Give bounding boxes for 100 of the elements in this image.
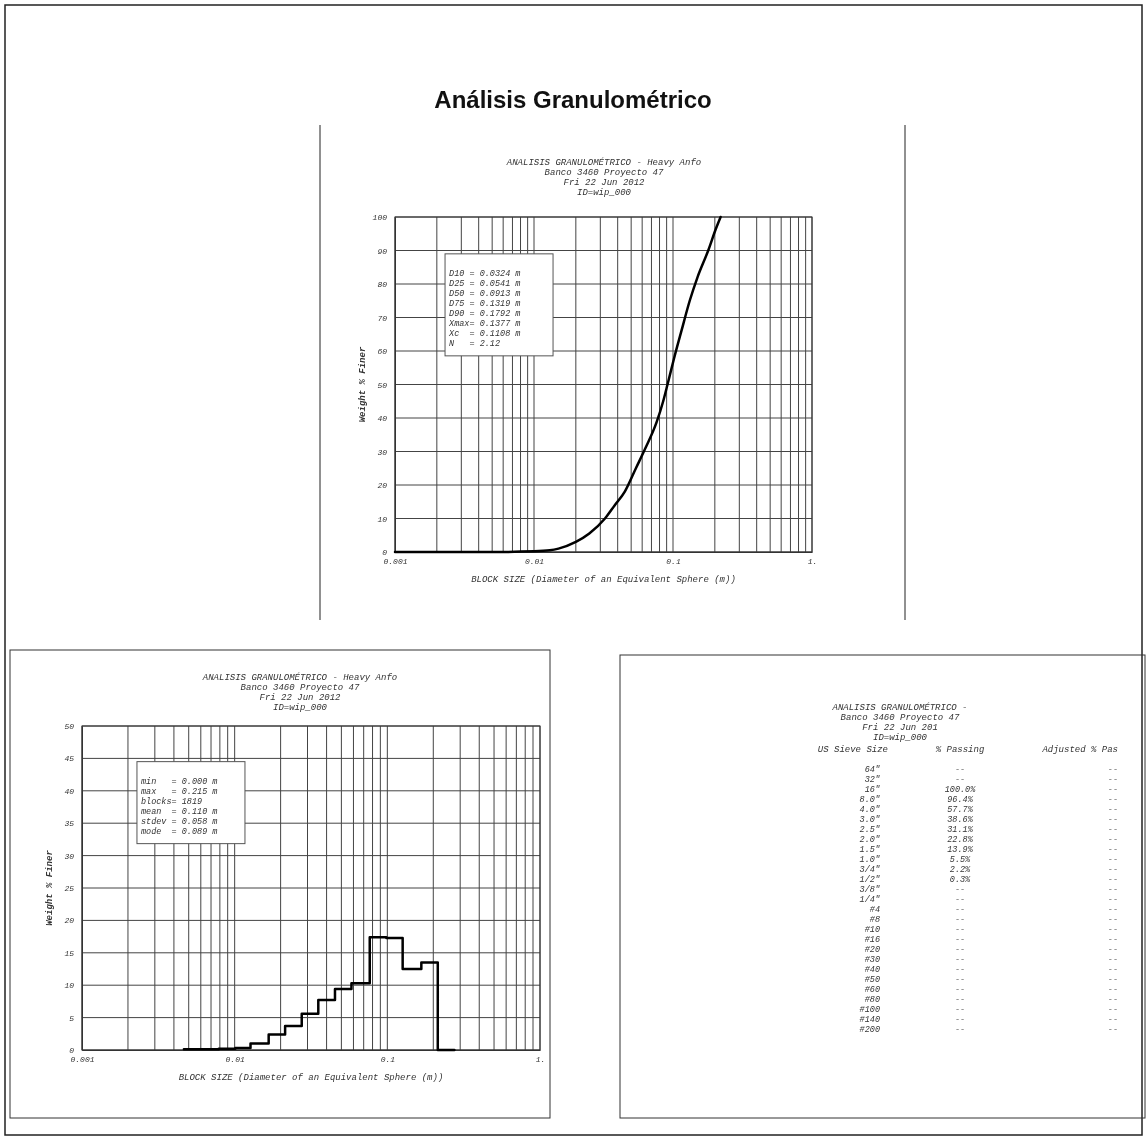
category-label: 1/2" <box>859 875 880 885</box>
data-label: -- <box>1107 845 1118 855</box>
x-tick-label: 1. <box>535 1054 546 1064</box>
data-label: -- <box>954 995 966 1005</box>
category-label: #60 <box>864 985 880 995</box>
annotation: D50 = 0.0913 m <box>449 288 521 299</box>
y-tick-label: 40 <box>64 786 75 796</box>
data-label: 31.1% <box>947 825 974 835</box>
category-label: #10 <box>864 925 880 935</box>
data-label: 57.7% <box>947 805 974 815</box>
data-label: -- <box>1107 905 1118 915</box>
category-label: #8 <box>869 915 880 925</box>
category-label: #50 <box>864 975 880 985</box>
annotation: mode = 0.089 m <box>140 826 218 837</box>
y-tick-label: 10 <box>64 981 75 991</box>
data-label: -- <box>954 765 966 775</box>
annotation: Xc = 0.1108 m <box>448 328 521 339</box>
y-tick-label: 5 <box>69 1013 75 1023</box>
y-tick-label: 60 <box>377 347 388 357</box>
category-label: 1.5" <box>859 845 880 855</box>
x-tick-label: 0.01 <box>524 556 545 566</box>
data-label: -- <box>1107 1025 1118 1035</box>
data-label: -- <box>954 905 966 915</box>
data-label: -- <box>1107 935 1118 945</box>
annotation: Xmax= 0.1377 m <box>448 318 521 329</box>
category-label: #140 <box>859 1015 880 1025</box>
data-label: -- <box>1107 875 1118 885</box>
data-label: -- <box>954 985 966 995</box>
x-axis-title: BLOCK SIZE (Diameter of an Equivalent Sphere (m)) <box>471 575 736 585</box>
data-label: 2.2% <box>949 865 972 875</box>
y-tick-label: 45 <box>64 754 75 764</box>
data-label: -- <box>954 925 966 935</box>
x-tick-label: 0.1 <box>380 1054 396 1064</box>
chart-title: Análisis Granulométrico <box>434 86 712 113</box>
text: ANALISIS GRANULOMÉTRICO - <box>831 702 968 713</box>
chart-subtitle: Banco 3460 Proyecto 47 Fri 22 Jun 2012 ID=wip_000 <box>240 683 360 713</box>
data-label: -- <box>954 895 966 905</box>
category-label: 3/4" <box>859 865 880 875</box>
category-label: #200 <box>859 1025 880 1035</box>
data-label: -- <box>954 935 966 945</box>
category-label: 16" <box>864 785 880 795</box>
data-label: 96.4% <box>947 795 974 805</box>
data-label: -- <box>1107 975 1118 985</box>
data-label: -- <box>954 975 966 985</box>
y-tick-label: 10 <box>377 514 388 524</box>
data-label: -- <box>1107 985 1118 995</box>
annotation: stdev = 0.058 m <box>140 816 218 827</box>
x-tick-label: 0.001 <box>383 556 408 566</box>
x-tick-label: 1. <box>807 556 818 566</box>
data-label: -- <box>1107 995 1118 1005</box>
text: % Passing <box>934 745 985 755</box>
x-tick-label: 0.001 <box>70 1054 95 1064</box>
category-label: #4 <box>869 905 880 915</box>
annotation: D10 = 0.0324 m <box>449 268 521 279</box>
data-label: -- <box>954 915 966 925</box>
data-label: 22.8% <box>947 835 974 845</box>
data-label: -- <box>1107 815 1118 825</box>
category-label: 2.5" <box>859 825 880 835</box>
category-label: 3/8" <box>859 885 880 895</box>
data-label: -- <box>954 945 966 955</box>
y-axis-title: Weight % Finer <box>45 849 55 926</box>
category-label: #40 <box>864 965 880 975</box>
category-label: 1/4" <box>859 895 880 905</box>
category-label: #80 <box>864 995 880 1005</box>
data-label: 13.9% <box>947 845 974 855</box>
category-label: 2.0" <box>859 835 880 845</box>
data-label: -- <box>1107 1015 1118 1025</box>
x-tick-label: 0.1 <box>666 556 681 566</box>
text: Adjusted % Pas <box>1041 745 1118 755</box>
data-label: -- <box>1107 765 1118 775</box>
annotation: D25 = 0.0541 m <box>449 278 521 289</box>
annotation: min = 0.000 m <box>140 776 218 787</box>
y-tick-label: 70 <box>377 313 388 323</box>
data-label: -- <box>954 1015 966 1025</box>
y-tick-label: 0 <box>382 548 388 558</box>
data-label: 5.5% <box>949 855 972 865</box>
annotation: D75 = 0.1319 m <box>449 298 521 309</box>
y-tick-label: 30 <box>377 447 388 457</box>
data-label: -- <box>1107 925 1118 935</box>
text: Banco 3460 Proyecto 47 Fri 22 Jun 201 ID=wip_000 <box>840 713 960 743</box>
x-axis-title: BLOCK SIZE (Diameter of an Equivalent Sphere (m)) <box>178 1073 444 1083</box>
y-tick-label: 35 <box>64 819 75 829</box>
data-label: -- <box>954 1005 966 1015</box>
data-label: 38.6% <box>947 815 974 825</box>
data-label: -- <box>1107 945 1118 955</box>
data-label: -- <box>1107 915 1118 925</box>
data-label: -- <box>1107 1005 1118 1015</box>
data-label: -- <box>1107 855 1118 865</box>
category-label: #16 <box>864 935 880 945</box>
y-tick-label: 90 <box>377 246 388 256</box>
y-tick-label: 100 <box>372 213 388 223</box>
annotation: mean = 0.110 m <box>140 806 218 817</box>
chart-subtitle: ANALISIS GRANULOMÉTRICO - Heavy Anfo Banco 3460 Proyecto 47 Fri 22 Jun 2012 ID=wip_000 <box>505 157 702 198</box>
annotation: D90 = 0.1792 m <box>449 308 521 319</box>
data-label: -- <box>1107 955 1118 965</box>
chart-title: ANALISIS GRANULOMÉTRICO - Heavy Anfo <box>201 672 398 683</box>
annotation: N = 2.12 <box>449 338 501 349</box>
data-label: -- <box>1107 775 1118 785</box>
y-tick-label: 40 <box>377 414 388 424</box>
category-label: 3.0" <box>859 815 880 825</box>
